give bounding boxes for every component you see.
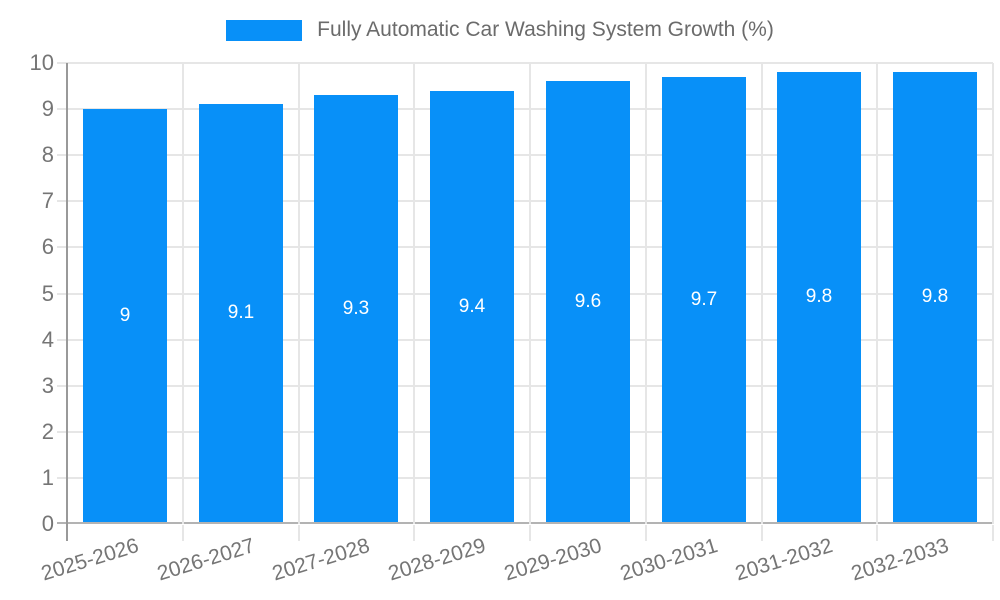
legend-label: Fully Automatic Car Washing System Growt… [317,18,774,41]
bar-value-label: 9.1 [227,302,255,323]
gridline [57,200,993,202]
bar-value-label: 9.4 [458,295,486,317]
bar[interactable]: 9.3 [314,95,398,522]
gridline [876,63,878,524]
bar-value-label: 9.3 [342,297,370,319]
gridline [57,431,993,433]
bar-value-label: 9.8 [805,286,833,307]
gridline [761,63,763,524]
gridline [57,339,993,341]
axis-tick [876,525,878,541]
y-axis-tick-label: 9 [41,96,54,121]
y-axis-tick-label: 6 [41,234,54,259]
bar[interactable]: 9 [83,109,167,522]
gridline [992,63,994,524]
bar-value-label: 9 [119,304,131,326]
y-axis-tick-label: 1 [41,465,54,490]
bar[interactable]: 9.7 [662,77,746,522]
bar[interactable]: 9.6 [546,81,630,522]
axis-tick [182,525,184,541]
bar-value-label: 9.6 [574,290,602,312]
bar-value-label: 9.7 [690,288,718,310]
y-axis-tick-label: 7 [41,188,54,213]
y-axis-tick-label: 10 [29,50,54,75]
x-axis-baseline [57,522,993,524]
axis-tick [529,525,531,541]
y-axis-tick-label: 5 [41,281,54,306]
gridline [57,246,993,248]
axis-tick [761,525,763,541]
axis-tick [645,525,647,541]
chart-legend[interactable]: Fully Automatic Car Washing System Growt… [0,18,1000,42]
bar[interactable]: 9.1 [199,104,283,522]
gridline [57,385,993,387]
y-axis-tick-label: 8 [41,142,54,167]
y-axis-tick-label: 4 [41,327,54,352]
plot-area: 9 9.1 9.3 9.4 9.6 9.7 9.8 9.8 [57,62,994,541]
bar-value-label: 9.8 [921,286,949,307]
gridline [182,63,184,524]
y-axis-tick-label: 3 [41,373,54,398]
axis-tick [413,525,415,541]
gridline [57,154,993,156]
gridline [298,63,300,524]
axis-tick [992,525,994,541]
gridline [57,477,993,479]
bar[interactable]: 9.4 [430,91,514,522]
gridline [645,63,647,524]
gridline [529,63,531,524]
gridline [413,63,415,524]
y-axis-tick-label: 0 [41,511,54,536]
gridline [57,108,993,110]
y-axis-line [66,63,68,541]
legend-swatch [226,19,303,41]
bar[interactable]: 9.8 [777,72,861,522]
gridline [57,62,993,64]
axis-tick [298,525,300,541]
bar[interactable]: 9.8 [893,72,977,522]
y-axis-tick-label: 2 [41,419,54,444]
gridline [57,293,993,295]
